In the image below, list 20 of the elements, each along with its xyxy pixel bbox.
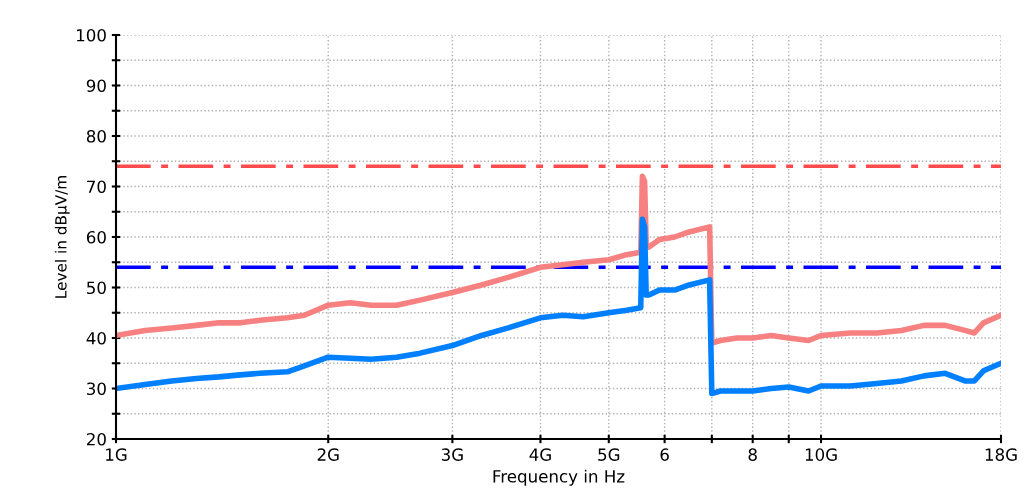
- y-tick-label: 100: [76, 28, 106, 42]
- y-tick-label: 20: [86, 432, 106, 446]
- x-tick-label: 10G: [805, 448, 837, 461]
- y-tick-label: 40: [86, 331, 106, 345]
- x-tick-label: 1G: [106, 448, 127, 461]
- y-tick-label: 30: [87, 382, 106, 396]
- y-tick-label: 80: [86, 129, 106, 143]
- x-tick-label: 4G: [529, 448, 551, 461]
- x-tick-label: 5G: [598, 448, 620, 461]
- x-tick-label: 6: [660, 448, 669, 461]
- x-tick-label: 8: [748, 448, 757, 461]
- y-tick-label: 70: [87, 180, 106, 194]
- x-tick-label: 3G: [441, 448, 463, 461]
- y-tick-label: 90: [86, 79, 106, 93]
- x-axis-title: Frequency in Hz: [493, 469, 625, 486]
- x-tick-label: 18G: [985, 448, 1017, 461]
- y-axis-title: Level in dBµV/m: [54, 176, 70, 298]
- y-tick-label: 60: [86, 230, 106, 244]
- y-tick-label: 50: [87, 281, 106, 295]
- x-tick-label: 2G: [317, 448, 339, 461]
